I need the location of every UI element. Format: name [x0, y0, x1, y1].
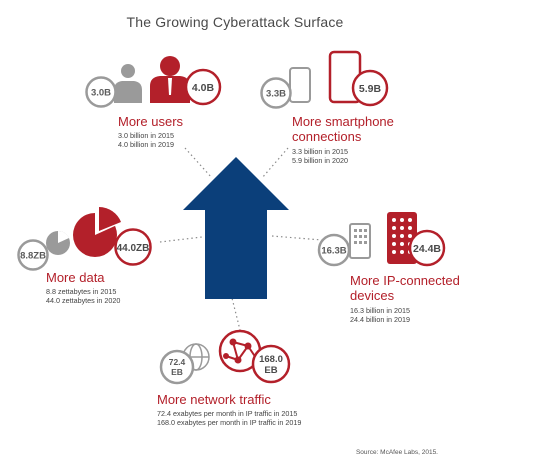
pie-red-icon [73, 207, 121, 257]
smartphones-detail-2020: 5.9 billion in 2020 [292, 156, 348, 165]
data-old-value: 8.8ZB [20, 251, 46, 262]
smartphones-label-line2: connections [292, 129, 362, 144]
iot-detail-2019: 24.4 billion in 2019 [350, 315, 410, 324]
iot-label: More IP-connected devices [350, 273, 460, 303]
iot-detail-2015: 16.3 billion in 2015 [350, 306, 410, 315]
smartphones-group: 3.3B 5.9B [260, 50, 389, 109]
source-note: Source: McAfee Labs, 2015. [355, 449, 438, 456]
iot-old-value: 16.3B [321, 246, 346, 257]
iot-label-line2: devices [350, 288, 395, 303]
connector-iot [271, 235, 323, 241]
smartphones-new-badge [351, 69, 389, 107]
data-new-value: 44.0ZB [117, 243, 150, 254]
data-label: More data [46, 270, 105, 285]
data-detail-2015: 8.8 zettabytes in 2015 [46, 287, 117, 296]
smartphones-new-value: 5.9B [359, 83, 382, 95]
iot-label-line1: More IP-connected [350, 273, 460, 288]
iot-new-value: 24.4B [413, 243, 441, 255]
growth-arrow-icon [183, 157, 289, 299]
traffic-new-value-unit: EB [264, 365, 277, 376]
connector-data [159, 236, 203, 243]
connector-smartphones [261, 147, 289, 179]
smartphones-detail-2015: 3.3 billion in 2015 [292, 147, 348, 156]
infographic-title: The Growing Cyberattack Surface [126, 14, 344, 30]
data-old-badge [17, 239, 49, 271]
users-detail-2015: 3.0 billion in 2015 [118, 131, 174, 140]
users-detail: 3.0 billion in 2015 4.0 billion in 2019 [118, 131, 174, 149]
device-gray-icon [349, 223, 371, 259]
iot-group: 16.3B 24.4B [317, 212, 446, 267]
iot-new-badge [408, 229, 446, 267]
traffic-old-badge [159, 349, 195, 385]
connector-lines [159, 147, 323, 331]
traffic-detail-2019: 168.0 exabytes per month in IP traffic i… [157, 418, 302, 427]
data-new-badge [114, 228, 152, 266]
traffic-group: 72.4 EB 168.0 EB [159, 329, 291, 385]
connector-users [184, 147, 213, 179]
user-red-icon [150, 56, 190, 103]
traffic-detail: 72.4 exabytes per month in IP traffic in… [157, 409, 301, 427]
data-detail-2020: 44.0 zettabytes in 2020 [46, 296, 121, 305]
pie-gray-icon [46, 230, 70, 255]
data-detail: 8.8 zettabytes in 2015 44.0 zettabytes i… [46, 287, 120, 305]
data-group: 8.8ZB 44.0ZB [17, 207, 152, 271]
traffic-new-value-number: 168.0 [259, 354, 283, 365]
iot-detail: 16.3 billion in 2015 24.4 billion in 201… [350, 306, 410, 324]
users-old-value: 3.0B [91, 88, 111, 99]
traffic-label: More network traffic [157, 392, 271, 407]
smartphones-label: More smartphone connections [292, 114, 394, 144]
users-label: More users [118, 114, 184, 129]
user-gray-icon [114, 64, 142, 103]
phone-gray-icon [289, 67, 311, 103]
users-new-badge [184, 68, 222, 106]
traffic-detail-2015: 72.4 exabytes per month in IP traffic in… [157, 409, 298, 418]
smartphones-old-badge [260, 77, 292, 109]
traffic-old-value-number: 72.4 [169, 357, 186, 367]
users-old-badge [85, 76, 117, 108]
smartphones-detail: 3.3 billion in 2015 5.9 billion in 2020 [292, 147, 348, 165]
iot-old-badge [317, 233, 351, 267]
smartphones-label-line1: More smartphone [292, 114, 394, 129]
traffic-old-value-unit: EB [171, 367, 183, 377]
smartphones-old-value: 3.3B [266, 89, 286, 100]
users-new-value: 4.0B [192, 82, 215, 94]
users-group: 3.0B 4.0B [85, 56, 222, 108]
traffic-new-badge [251, 344, 291, 384]
users-detail-2019: 4.0 billion in 2019 [118, 140, 174, 149]
